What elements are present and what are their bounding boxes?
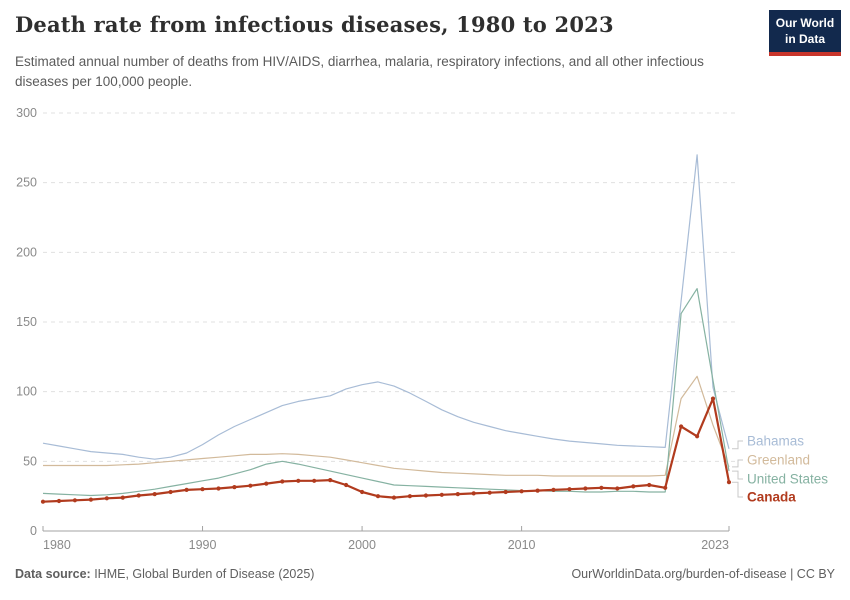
- line-chart[interactable]: 0 50 100 150 200 250 300 1980 1990 2000 2010 2023 Ba…: [0, 0, 850, 560]
- owid-logo[interactable]: Our World in Data: [769, 10, 841, 57]
- data-point-marker-canada[interactable]: [679, 424, 684, 429]
- data-point-marker-canada[interactable]: [439, 492, 444, 497]
- y-axis-tick-label: 50: [23, 454, 37, 468]
- data-point-marker-canada[interactable]: [551, 487, 556, 492]
- credit-link[interactable]: OurWorldinData.org/burden-of-disease | C…: [571, 567, 835, 581]
- data-point-marker-canada[interactable]: [407, 494, 412, 499]
- data-point-marker-canada[interactable]: [216, 486, 221, 491]
- series-line-united-states[interactable]: [42, 288, 730, 497]
- data-point-marker-canada[interactable]: [663, 485, 668, 490]
- chart-footer: Data source: IHME, Global Burden of Dise…: [15, 567, 835, 581]
- data-point-marker-canada[interactable]: [312, 478, 317, 483]
- chart-subtitle: Estimated annual number of deaths from H…: [15, 54, 704, 90]
- legend-connector-greenland: [732, 459, 743, 468]
- data-point-marker-canada[interactable]: [487, 490, 492, 495]
- data-point-marker-canada[interactable]: [104, 496, 109, 501]
- data-point-marker-canada[interactable]: [40, 499, 46, 504]
- data-point-marker-canada[interactable]: [615, 486, 620, 491]
- y-axis-tick-label: 200: [16, 245, 37, 259]
- y-axis-tick-label: 150: [16, 315, 37, 329]
- owid-logo-line1: Our World: [775, 16, 835, 30]
- data-point-marker-canada[interactable]: [120, 495, 125, 500]
- legend-label-canada[interactable]: Canada: [747, 490, 796, 505]
- legend-label-greenland[interactable]: Greenland: [747, 453, 810, 468]
- x-axis-tick-label: 1980: [43, 538, 71, 552]
- data-point-marker-canada[interactable]: [296, 478, 301, 483]
- data-point-marker-canada[interactable]: [567, 487, 572, 492]
- data-point-marker-canada[interactable]: [232, 485, 237, 490]
- legend-label-bahamas[interactable]: Bahamas: [747, 434, 804, 449]
- data-point-marker-canada[interactable]: [647, 482, 652, 488]
- data-point-marker-canada[interactable]: [184, 487, 189, 492]
- data-point-marker-canada[interactable]: [72, 498, 77, 503]
- data-point-marker-canada[interactable]: [280, 479, 285, 484]
- data-point-marker-canada[interactable]: [56, 498, 62, 504]
- data-point-marker-canada[interactable]: [168, 489, 173, 495]
- series-line-canada[interactable]: [42, 397, 731, 503]
- y-axis-tick-label: 100: [16, 385, 37, 399]
- data-point-marker-canada[interactable]: [360, 489, 365, 495]
- chart-title: Death rate from infectious diseases, 198…: [15, 12, 614, 37]
- data-point-marker-canada[interactable]: [455, 492, 460, 497]
- data-point-marker-canada[interactable]: [248, 483, 253, 488]
- x-axis-tick-label: 2010: [508, 538, 536, 552]
- data-source-note: Data source: IHME, Global Burden of Dise…: [15, 567, 314, 581]
- data-point-marker-canada[interactable]: [631, 484, 636, 489]
- data-point-marker-canada[interactable]: [471, 491, 476, 496]
- data-point-marker-canada[interactable]: [200, 487, 205, 492]
- data-point-marker-canada[interactable]: [391, 495, 397, 500]
- data-point-marker-canada[interactable]: [519, 489, 524, 494]
- owid-logo-line2: in Data: [784, 31, 825, 46]
- data-point-marker-canada[interactable]: [88, 497, 93, 502]
- y-axis-tick-label: 0: [30, 524, 37, 538]
- legend-connector-bahamas: [732, 440, 743, 450]
- data-source-value: IHME, Global Burden of Disease (2025): [90, 567, 315, 581]
- data-point-marker-canada[interactable]: [264, 481, 269, 486]
- data-point-marker-canada[interactable]: [152, 492, 157, 497]
- data-point-marker-canada[interactable]: [503, 489, 508, 495]
- data-point-marker-canada[interactable]: [136, 493, 141, 498]
- legend-label-united-states[interactable]: United States: [747, 472, 828, 487]
- data-point-marker-canada[interactable]: [695, 434, 700, 439]
- series-line-greenland[interactable]: [43, 375, 730, 477]
- data-source-label: Data source:: [15, 567, 91, 581]
- data-point-marker-canada[interactable]: [328, 478, 333, 483]
- x-axis-tick-label: 2000: [348, 538, 376, 552]
- legend-connector-united-states: [732, 470, 743, 480]
- data-point-marker-canada[interactable]: [344, 482, 349, 488]
- data-point-marker-canada[interactable]: [710, 396, 716, 401]
- data-point-marker-canada[interactable]: [583, 486, 588, 491]
- y-axis-tick-label: 300: [16, 106, 37, 120]
- x-axis-tick-label: 2023: [701, 538, 729, 552]
- data-point-marker-canada[interactable]: [726, 480, 732, 485]
- x-axis-tick-label: 1990: [189, 538, 217, 552]
- y-axis-tick-label: 250: [16, 176, 37, 190]
- data-point-marker-canada[interactable]: [599, 485, 604, 490]
- data-point-marker-canada[interactable]: [535, 488, 540, 493]
- legend-connector-canada: [732, 481, 743, 498]
- series-line-bahamas[interactable]: [42, 154, 730, 460]
- data-point-marker-canada[interactable]: [423, 493, 428, 498]
- data-point-marker-canada[interactable]: [375, 494, 381, 499]
